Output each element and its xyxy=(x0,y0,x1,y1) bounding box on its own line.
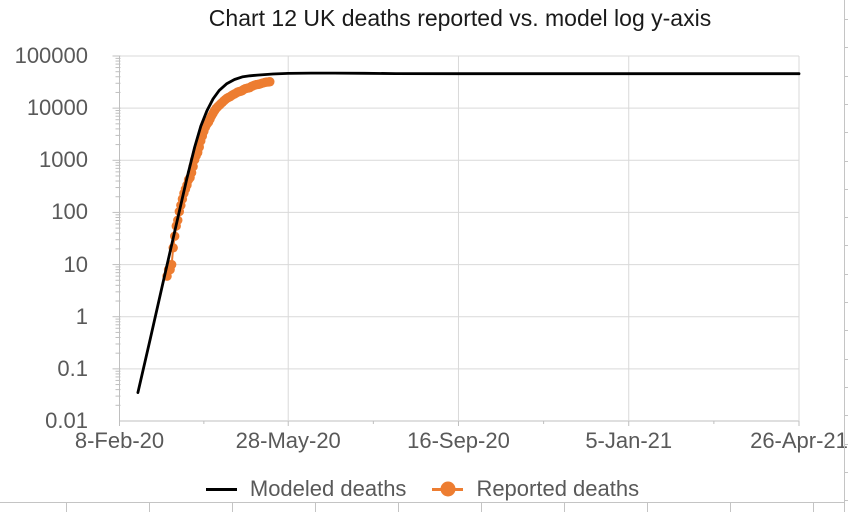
row-border-stub xyxy=(845,161,848,162)
cell-border-stub xyxy=(398,503,399,512)
row-border-stub xyxy=(845,387,848,388)
cell-border-stub xyxy=(647,503,648,512)
x-tick-label: 8-Feb-20 xyxy=(74,428,165,453)
row-border-stub xyxy=(845,472,848,473)
row-border-stub xyxy=(845,274,848,275)
cell-border-stub xyxy=(813,503,814,512)
legend-label-reported: Reported deaths xyxy=(476,476,640,501)
y-tick-label: 0.01 xyxy=(45,408,88,433)
row-border-stub xyxy=(845,19,848,20)
row-border-stub xyxy=(845,217,848,218)
chart-legend[interactable]: Modeled deaths Reported deaths xyxy=(0,476,845,502)
y-tick-label: 0.1 xyxy=(57,355,88,381)
legend-item-reported[interactable]: Reported deaths xyxy=(432,476,639,502)
y-tick-label: 10 xyxy=(63,251,88,277)
reported-marker-swatch-icon xyxy=(432,481,464,497)
chart-title: Chart 12 UK deaths reported vs. model lo… xyxy=(208,5,712,31)
row-border-stub xyxy=(845,245,848,246)
y-tick-label: 1 xyxy=(75,303,88,329)
row-border-stub xyxy=(845,444,848,445)
cell-border-stub xyxy=(481,503,482,512)
modeled-line-swatch-icon xyxy=(205,487,237,491)
row-border-stub xyxy=(845,47,848,48)
x-tick-label: 16-Sep-20 xyxy=(407,428,510,453)
cell-border-stub xyxy=(232,503,233,512)
row-border-stub xyxy=(845,104,848,105)
cell-border-stub xyxy=(730,503,731,512)
row-border-stub xyxy=(845,359,848,360)
y-tick-label: 100 xyxy=(51,199,88,225)
legend-item-modeled[interactable]: Modeled deaths xyxy=(205,476,407,502)
row-border-stub xyxy=(845,415,848,416)
chart-object-bottom-edge xyxy=(0,502,845,503)
y-tick-label: 1000 xyxy=(39,147,88,173)
cell-border-stub xyxy=(564,503,565,512)
cell-border-stub xyxy=(315,503,316,512)
row-border-stub xyxy=(845,500,848,501)
y-tick-label: 10000 xyxy=(26,95,88,121)
row-border-stub xyxy=(845,330,848,331)
row-border-stub xyxy=(845,189,848,190)
spreadsheet-column-border xyxy=(844,0,845,512)
row-border-stub xyxy=(845,302,848,303)
cell-border-stub xyxy=(66,503,67,512)
x-tick-label: 5-Jan-21 xyxy=(585,428,673,453)
y-tick-label: 100000 xyxy=(14,43,88,68)
x-tick-label: 28-May-20 xyxy=(235,428,341,453)
row-border-stub xyxy=(845,76,848,77)
row-border-stub xyxy=(845,132,848,133)
legend-label-modeled: Modeled deaths xyxy=(249,476,407,501)
modeled-deaths-line[interactable] xyxy=(136,71,801,394)
x-tick-label: 26-Apr-21 xyxy=(750,428,848,453)
reported-deaths-marker[interactable] xyxy=(166,259,177,270)
cell-border-stub xyxy=(149,503,150,512)
reported-deaths-marker[interactable] xyxy=(265,77,275,87)
